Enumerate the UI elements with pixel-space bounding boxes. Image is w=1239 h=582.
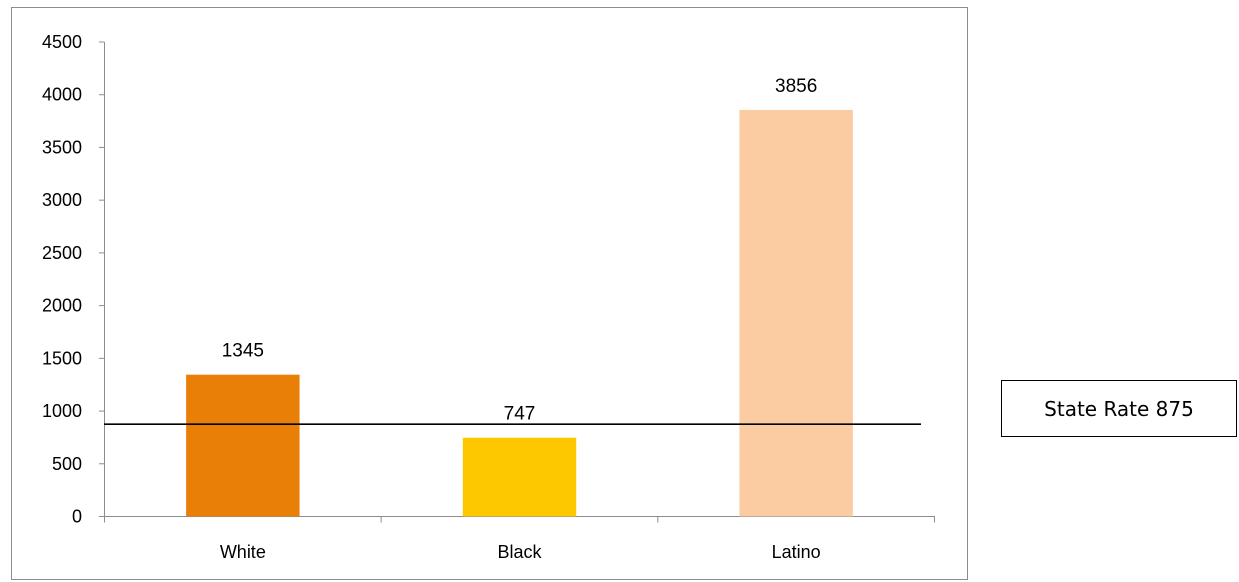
y-tick-label: 1500: [42, 348, 82, 368]
state-rate-label-box: State Rate 875: [1001, 380, 1237, 437]
category-label-white: White: [220, 542, 266, 562]
y-tick-label: 1000: [42, 401, 82, 421]
state-rate-label: State Rate 875: [1044, 396, 1194, 421]
y-tick-label: 3000: [42, 190, 82, 210]
data-labels-group: 1345 747 3856: [222, 76, 818, 425]
bar-black: [462, 437, 577, 517]
y-tick-label: 4000: [42, 85, 82, 105]
data-label-latino: 3856: [775, 76, 817, 97]
y-tick-label: 2500: [42, 243, 82, 263]
x-axis-ticks: [104, 516, 935, 523]
bars-group: [186, 109, 853, 517]
y-axis-ticks: 0 500 1000 1500 2000 2500 3000 3500 4000 4500: [42, 32, 105, 527]
bar-latino: [739, 109, 853, 517]
category-label-black: Black: [497, 542, 542, 562]
data-label-white: 1345: [222, 341, 264, 362]
y-tick-label: 3500: [42, 137, 82, 157]
y-tick-label: 500: [52, 454, 82, 474]
y-tick-label: 4500: [42, 32, 82, 52]
bar-white: [186, 374, 300, 517]
category-label-latino: Latino: [772, 542, 821, 562]
y-tick-label: 2000: [42, 296, 82, 316]
category-labels-group: White Black Latino: [220, 542, 821, 562]
y-tick-label: 0: [72, 507, 82, 527]
data-label-black: 747: [504, 404, 536, 425]
